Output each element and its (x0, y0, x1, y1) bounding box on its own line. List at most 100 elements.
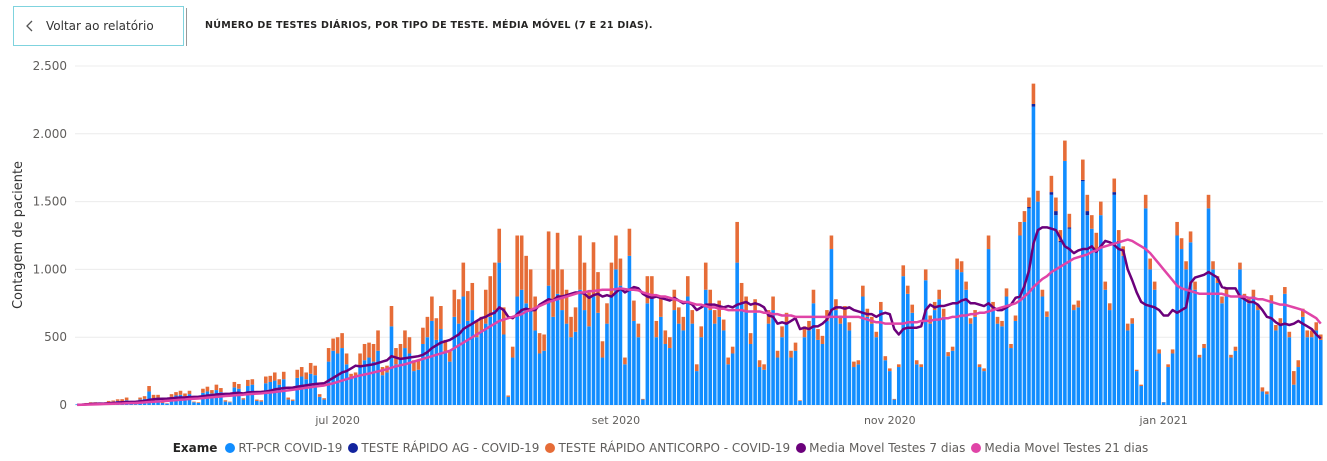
bar-segment (1170, 353, 1175, 405)
bar-segment (636, 323, 641, 338)
bar-segment (470, 282, 475, 311)
bar-segment (501, 334, 506, 405)
bar-segment (834, 310, 838, 405)
bar-segment (753, 299, 757, 313)
bar-segment (569, 337, 573, 405)
bar-segment (421, 327, 425, 344)
bar-segment (1251, 296, 1256, 405)
bar-segment (1063, 140, 1067, 161)
bar-segment (1027, 208, 1031, 405)
bar-segment (618, 258, 623, 286)
bar-segment (448, 361, 452, 405)
bar-segment (174, 392, 178, 396)
bar-segment (739, 282, 744, 304)
bar-segment (1193, 281, 1197, 290)
bar-segment (721, 330, 726, 405)
bar-segment (1260, 391, 1265, 405)
bar-segment (376, 350, 380, 405)
bar-segment (712, 310, 717, 324)
bar-segment (1242, 299, 1247, 405)
bar-segment (474, 337, 479, 405)
bar-segment (492, 262, 497, 311)
bar-segment (1072, 310, 1076, 405)
bar-segment (138, 397, 142, 400)
bar-segment (914, 360, 919, 365)
bar-segment (555, 232, 560, 294)
bar-segment (699, 337, 704, 405)
bar-segment (1184, 269, 1188, 405)
bar-segment (1188, 242, 1193, 405)
bar-segment (1090, 215, 1094, 229)
bar-segment (946, 356, 950, 405)
bar-segment (1224, 296, 1229, 405)
bar-segment (1094, 249, 1099, 405)
bar-segment (964, 281, 968, 290)
bar-segment (1004, 288, 1009, 297)
back-button[interactable]: Voltar ao relatório (13, 6, 184, 46)
bar-segment (434, 318, 439, 340)
bar-segment (811, 289, 816, 304)
bar-segment (389, 326, 394, 405)
bar-segment (1036, 190, 1040, 202)
legend-item[interactable]: Media Movel Testes 7 dias (796, 441, 965, 455)
bar-segment (228, 402, 232, 405)
bar-segment (1175, 235, 1179, 405)
bar-segment (290, 399, 295, 401)
bar-segment (430, 296, 434, 321)
bar-segment (1283, 293, 1287, 405)
bar-segment (865, 308, 870, 317)
bar-segment (762, 369, 766, 405)
bar-segment (412, 371, 416, 405)
bar-segment (623, 364, 627, 405)
bar-segment (825, 320, 829, 405)
bar-segment (1036, 201, 1040, 405)
bar-segment (1157, 349, 1161, 354)
legend-item[interactable]: TESTE RÁPIDO AG - COVID-19 (348, 441, 539, 455)
bar-segment (1175, 221, 1179, 236)
bar-segment (883, 356, 888, 361)
bar-segment (973, 316, 977, 405)
bar-segment (1054, 197, 1058, 212)
bar-segment (1265, 391, 1269, 395)
bar-segment (928, 315, 932, 324)
bar-segment (1076, 307, 1081, 405)
bar-segment (1211, 269, 1215, 405)
bar-segment (932, 310, 937, 405)
bar-segment (326, 348, 331, 362)
bar-segment (1112, 194, 1117, 405)
bar-segment (1265, 394, 1269, 405)
bar-segment (1269, 295, 1274, 304)
bar-segment (829, 235, 834, 250)
bar-segment (1314, 322, 1319, 331)
bar-segment (609, 296, 614, 405)
bar-segment (681, 330, 686, 405)
bar-segment (950, 346, 955, 351)
bar-segment (636, 337, 641, 405)
legend: Exame RT-PCR COVID-19 TESTE RÁPIDO AG - C… (0, 441, 1327, 455)
bar-segment (694, 371, 699, 405)
bar-segment (820, 343, 825, 405)
bar-segment (528, 269, 533, 311)
bar-segment (223, 401, 228, 405)
bar-segment (1130, 323, 1135, 405)
bar-segment (986, 235, 991, 250)
bar-segment (582, 262, 587, 311)
bar-segment (560, 310, 564, 405)
bar-segment (304, 372, 308, 380)
bar-segment (353, 376, 358, 405)
legend-item[interactable]: RT-PCR COVID-19 (225, 441, 342, 455)
bar-segment (1085, 194, 1090, 212)
bar-segment (896, 364, 901, 368)
bar-segment (623, 357, 627, 365)
bar-segment (991, 310, 995, 405)
legend-item[interactable]: TESTE RÁPIDO ANTICORPO - COVID-19 (545, 441, 790, 455)
legend-item[interactable]: Media Movel Testes 21 dias (971, 441, 1148, 455)
bar-segment (614, 235, 618, 270)
bar-segment (183, 393, 187, 397)
bar-segment (838, 323, 843, 405)
bar-segment (1215, 282, 1220, 405)
bar-segment (1134, 369, 1139, 372)
bar-segment (317, 396, 322, 405)
bar-segment (232, 381, 237, 388)
